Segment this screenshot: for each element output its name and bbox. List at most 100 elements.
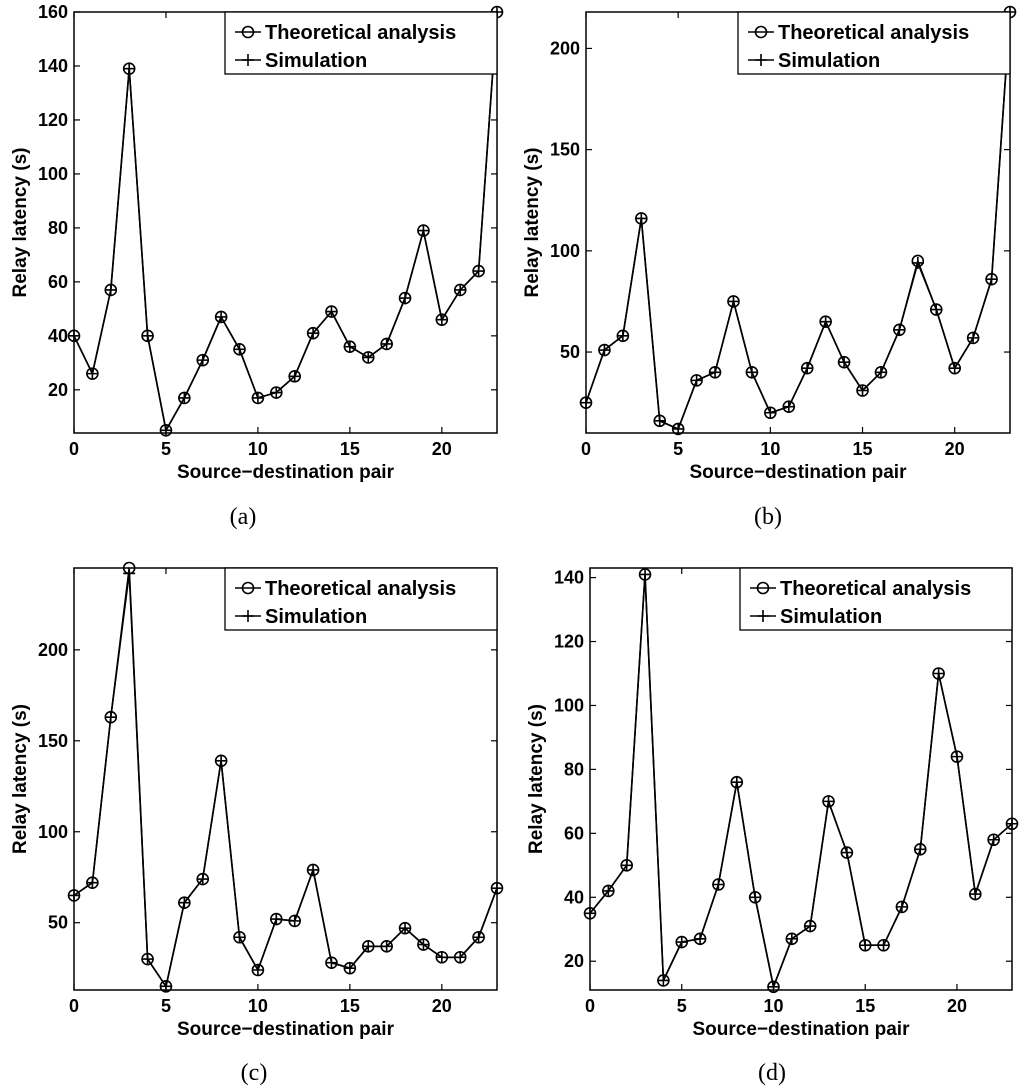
simulation-point [948, 362, 961, 375]
simulation-point [233, 931, 246, 944]
y-tick-label: 100 [550, 241, 580, 261]
simulation-point [417, 938, 430, 951]
simulation-point [822, 795, 835, 808]
legend-label: Simulation [780, 606, 882, 628]
y-tick-label: 160 [38, 2, 68, 22]
simulation-point [472, 931, 485, 944]
simulation-point [454, 951, 467, 964]
plot-frame [585, 11, 1011, 434]
legend-label: Theoretical analysis [780, 578, 971, 600]
y-tick-label: 150 [38, 731, 68, 751]
plot-frame [73, 11, 498, 434]
simulation-point [472, 265, 485, 278]
simulation-point [1006, 817, 1018, 830]
series-line-simulation [585, 11, 1011, 430]
simulation-point [123, 62, 136, 75]
simulation-point [86, 876, 99, 889]
panel-caption: (c) [241, 1060, 268, 1086]
simulation-point [343, 340, 356, 353]
x-axis-label: Source−destination pair [690, 462, 908, 483]
legend-label: Simulation [265, 50, 367, 72]
legend-circle-marker [754, 25, 768, 39]
x-tick-label: 0 [69, 439, 79, 459]
x-tick-label: 0 [585, 996, 595, 1016]
simulation-point [288, 914, 301, 927]
series-line-simulation [589, 573, 1013, 988]
x-axis-label: Source−destination pair [693, 1019, 911, 1040]
simulation-point [68, 889, 80, 902]
x-tick-label: 20 [432, 439, 452, 459]
simulation-point [930, 303, 943, 316]
legend-box [737, 11, 1011, 75]
x-tick-label: 10 [248, 996, 268, 1016]
simulation-point [380, 940, 393, 953]
y-tick-label: 100 [38, 822, 68, 842]
simulation-point [819, 315, 832, 328]
legend-circle-marker [241, 581, 255, 595]
y-tick-label: 120 [554, 632, 584, 652]
simulation-point [68, 329, 80, 342]
simulation-point [580, 396, 592, 409]
simulation-point [694, 932, 707, 945]
y-tick-label: 80 [564, 759, 584, 779]
x-axis-label: Source−destination pair [177, 1019, 395, 1040]
y-tick-label: 150 [550, 140, 580, 160]
simulation-point [307, 327, 320, 340]
simulation-point [159, 424, 172, 437]
simulation-point [598, 344, 611, 357]
simulation-point [104, 283, 117, 296]
x-tick-label: 5 [673, 439, 683, 459]
simulation-point [730, 776, 743, 789]
legend-plus-marker [755, 54, 767, 66]
simulation-point [749, 891, 762, 904]
x-tick-label: 5 [161, 439, 171, 459]
simulation-point [620, 859, 633, 872]
legend-circle-marker [756, 581, 770, 595]
legend-plus-marker [242, 54, 254, 66]
simulation-point [178, 896, 191, 909]
simulation-point [967, 331, 980, 344]
series-line-simulation [73, 572, 498, 988]
y-tick-label: 40 [564, 887, 584, 907]
y-tick-label: 100 [554, 695, 584, 715]
simulation-point [454, 283, 467, 296]
y-tick-label: 60 [48, 272, 68, 292]
x-tick-label: 10 [760, 439, 780, 459]
simulation-point [987, 833, 1000, 846]
simulation-point [270, 913, 283, 926]
y-tick-label: 40 [48, 326, 68, 346]
legend: Theoretical analysis Simulation [737, 11, 1011, 75]
y-tick-label: 50 [560, 342, 580, 362]
simulation-point [657, 974, 670, 987]
simulation-point [215, 754, 228, 767]
simulation-point [801, 362, 814, 375]
simulation-point [672, 422, 685, 435]
simulation-point [690, 374, 703, 387]
simulation-point [838, 356, 851, 369]
series-line-theoretical [73, 567, 498, 988]
y-axis-label: Relay latency (s) [526, 704, 547, 854]
y-tick-label: 80 [48, 218, 68, 238]
simulation-point [417, 224, 430, 237]
simulation-point [653, 414, 666, 427]
simulation-point [856, 384, 869, 397]
legend-circle-marker [241, 25, 255, 39]
y-tick-label: 100 [38, 164, 68, 184]
simulation-point [764, 406, 777, 419]
x-tick-label: 15 [340, 996, 360, 1016]
simulation-point [86, 367, 99, 380]
simulation-point [196, 873, 209, 886]
data-layer [67, 5, 504, 437]
simulation-point [950, 750, 963, 763]
simulation-point [343, 962, 356, 975]
chart-panel-c: 0 5 10 15 20 50 100 150 200 Source−destination pa… [10, 561, 504, 1086]
y-axis-label: Relay latency (s) [522, 148, 543, 298]
y-tick-label: 120 [38, 110, 68, 130]
simulation-point [840, 846, 853, 859]
simulation-point [251, 963, 264, 976]
simulation-point [969, 888, 982, 901]
simulation-point [325, 305, 338, 318]
simulation-point [893, 323, 906, 336]
simulation-point [362, 351, 375, 364]
simulation-point [874, 366, 887, 379]
